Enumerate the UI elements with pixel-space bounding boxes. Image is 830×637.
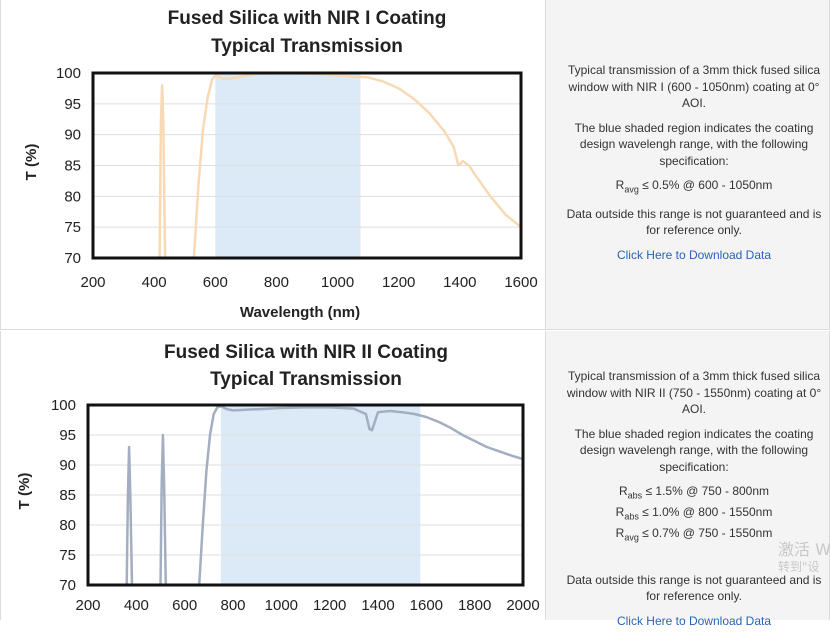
x-axis-label: Wavelength (nm): [240, 304, 360, 321]
watermark-line-1: 激活 W: [778, 540, 830, 559]
y-tick-label: 80: [59, 517, 76, 534]
y-axis-label: T (%): [16, 473, 33, 510]
x-tick-label: 1800: [458, 597, 491, 614]
series-line-0: [125, 445, 134, 585]
y-tick-label: 80: [64, 188, 81, 205]
y-tick-label: 100: [56, 65, 81, 82]
description-panel-nir1: Typical transmission of a 3mm thick fuse…: [546, 0, 829, 329]
chart-panel-nir1: Fused Silica with NIR I Coating Typical …: [1, 0, 546, 329]
description-paragraph-2: The blue shaded region indicates the coa…: [574, 120, 814, 168]
plot-frame: [91, 71, 523, 260]
x-tick-label: 400: [124, 597, 149, 614]
spec-line: Rabs ≤ 1.5% @ 750 - 800nm: [618, 484, 770, 501]
y-tick-label: 75: [59, 547, 76, 564]
spec-line: Ravg ≤ 0.7% @ 750 - 1550nm: [615, 525, 773, 543]
activation-watermark: 激活 W 转到"设: [778, 540, 830, 574]
x-tick-label: 2000: [506, 597, 539, 614]
chart-title-line2: Typical Transmission: [210, 369, 402, 390]
y-tick-label: 90: [59, 457, 76, 474]
description-paragraph-3: Data outside this range is not guarantee…: [566, 572, 822, 604]
x-tick-label: 1400: [443, 274, 476, 291]
chart-title-line1: Fused Silica with NIR II Coating: [164, 342, 448, 363]
x-tick-label: 400: [142, 274, 167, 291]
y-tick-label: 70: [59, 577, 76, 594]
x-tick-label: 1000: [321, 274, 354, 291]
x-tick-label: 600: [203, 274, 228, 291]
series-line-0: [158, 84, 167, 258]
series-line-2: [197, 405, 523, 585]
chart-title-line1: Fused Silica with NIR I Coating: [168, 8, 447, 29]
description-paragraph-3: Data outside this range is not guarantee…: [566, 206, 822, 238]
download-data-link[interactable]: Click Here to Download Data: [616, 247, 772, 262]
x-tick-label: 800: [220, 597, 245, 614]
x-tick-label: 1000: [265, 597, 298, 614]
y-tick-label: 85: [59, 487, 76, 504]
y-tick-label: 95: [64, 96, 81, 113]
description-nir2: Typical transmission of a 3mm thick fuse…: [560, 368, 828, 637]
chart-nir1: Fused Silica with NIR I Coating Typical …: [23, 8, 538, 321]
y-tick-label: 75: [64, 219, 81, 236]
x-tick-label: 800: [264, 274, 289, 291]
x-tick-label: 1400: [361, 597, 394, 614]
chart-row-nir2: Fused Silica with NIR II Coating Typical…: [0, 331, 830, 628]
spec-line: Ravg ≤ 0.5% @ 600 - 1050nm: [615, 178, 773, 195]
spec-line: Rabs ≤ 1.0% @ 800 - 1550nm: [615, 504, 773, 522]
y-axis-label: T (%): [23, 144, 40, 181]
x-tick-label: 1600: [410, 597, 443, 614]
y-tick-label: 95: [59, 427, 76, 444]
spec-list: Rabs ≤ 1.5% @ 750 - 800nm Rabs ≤ 1.0% @ …: [560, 483, 828, 546]
description-nir1: Typical transmission of a 3mm thick fuse…: [560, 62, 828, 271]
y-tick-label: 90: [64, 127, 81, 144]
chart-title-line2: Typical Transmission: [211, 36, 403, 57]
series-line-1: [192, 73, 521, 258]
description-paragraph-1: Typical transmission of a 3mm thick fuse…: [566, 369, 822, 416]
y-tick-label: 85: [64, 158, 81, 175]
download-data-link[interactable]: Click Here to Download Data: [616, 613, 772, 628]
x-tick-label: 200: [80, 274, 105, 291]
y-tick-label: 70: [64, 250, 81, 267]
plot-frame: [86, 403, 525, 587]
x-tick-label: 1200: [313, 597, 346, 614]
chart-row-nir1: Fused Silica with NIR I Coating Typical …: [0, 0, 830, 330]
x-tick-label: 600: [172, 597, 197, 614]
watermark-line-2: 转到"设: [778, 560, 820, 574]
description-paragraph-2: The blue shaded region indicates the coa…: [574, 426, 814, 474]
x-tick-label: 1200: [382, 274, 415, 291]
description-paragraph-1: Typical transmission of a 3mm thick fuse…: [567, 63, 821, 110]
chart-nir2: Fused Silica with NIR II Coating Typical…: [16, 342, 540, 614]
spec-list: Ravg ≤ 0.5% @ 600 - 1050nm: [560, 177, 828, 198]
y-tick-label: 100: [51, 397, 76, 414]
x-tick-label: 1600: [504, 274, 537, 291]
chart-panel-nir2: Fused Silica with NIR II Coating Typical…: [1, 331, 546, 620]
series-line-1: [159, 433, 168, 585]
description-panel-nir2: Typical transmission of a 3mm thick fuse…: [546, 331, 829, 628]
x-tick-label: 200: [75, 597, 100, 614]
